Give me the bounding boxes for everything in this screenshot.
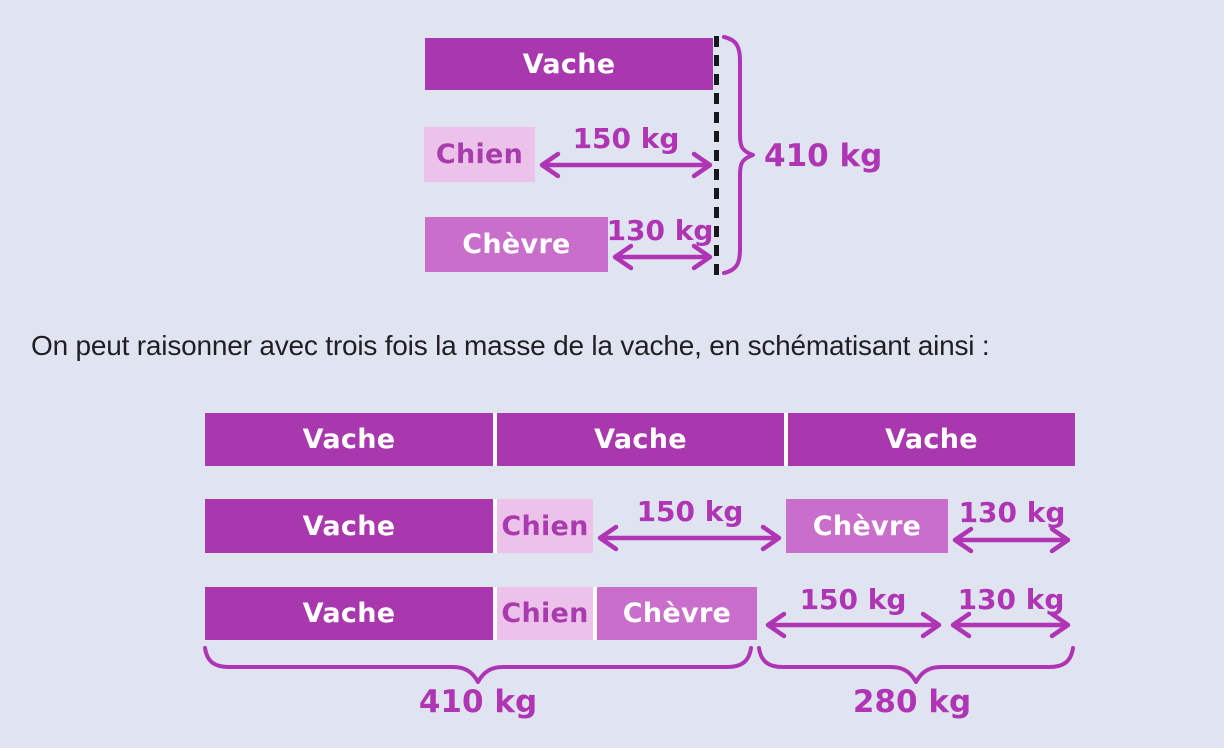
row1-bar-vache-2: Vache: [497, 413, 784, 466]
row2-diff-chevre-label: 130 kg: [958, 496, 1066, 529]
row1-vache-2-label: Vache: [594, 424, 687, 455]
top-diff-chevre-label: 130 kg: [606, 214, 714, 247]
bottom-row3-group: Vache Chien Chèvre: [205, 587, 757, 640]
caption-text: On peut raisonner avec trois fois la mas…: [31, 330, 990, 361]
curly-brace-icon: [757, 646, 1075, 684]
bottom-total-right-label: 280 kg: [852, 684, 972, 720]
top-diff-chien-label: 150 kg: [572, 122, 680, 155]
row3-chevre-label: Chèvre: [622, 598, 732, 629]
row3-vache-label: Vache: [302, 598, 396, 629]
row2-bar-vache: Vache: [205, 499, 493, 553]
row3-diff-chien-label: 150 kg: [799, 583, 907, 616]
row1-vache-1-label: Vache: [302, 424, 396, 455]
curly-brace-icon: [203, 646, 753, 684]
row2-bar-chevre: Chèvre: [786, 499, 948, 553]
row3-bar-chien: Chien: [497, 587, 593, 640]
row3-diff-chevre-label: 130 kg: [957, 583, 1065, 616]
double-arrow-icon: [612, 243, 713, 271]
row2-vache-label: Vache: [302, 510, 396, 542]
row2-chevre-label: Chèvre: [812, 510, 922, 542]
row3-bar-chevre: Chèvre: [597, 587, 757, 640]
top-bar-chien-label: Chien: [435, 139, 524, 170]
top-bar-chevre: Chèvre: [425, 217, 608, 272]
curly-brace-icon: [722, 35, 755, 275]
top-total-label: 410 kg: [764, 138, 883, 174]
double-arrow-icon: [597, 524, 782, 552]
double-arrow-icon: [539, 151, 713, 179]
row1-vache-3-label: Vache: [885, 424, 978, 455]
double-arrow-icon: [765, 611, 942, 639]
top-bar-chien: Chien: [424, 127, 535, 182]
top-bar-vache: Vache: [425, 38, 713, 90]
reference-dashed-line: [714, 36, 719, 277]
row3-chien-label: Chien: [501, 598, 589, 629]
row2-bar-chien: Chien: [497, 499, 593, 553]
bottom-row2-group: Vache Chien: [205, 499, 593, 553]
top-bar-vache-label: Vache: [522, 48, 616, 80]
row2-diff-chien-label: 150 kg: [636, 495, 744, 528]
row2-chien-label: Chien: [501, 510, 589, 542]
row1-bar-vache-3: Vache: [788, 413, 1075, 466]
row3-bar-vache: Vache: [205, 587, 493, 640]
double-arrow-icon: [950, 611, 1071, 639]
double-arrow-icon: [952, 526, 1071, 554]
bottom-row1: Vache Vache Vache: [205, 413, 1075, 466]
row1-bar-vache-1: Vache: [205, 413, 493, 466]
top-bar-chevre-label: Chèvre: [462, 229, 571, 260]
bottom-total-left-label: 410 kg: [418, 684, 538, 720]
